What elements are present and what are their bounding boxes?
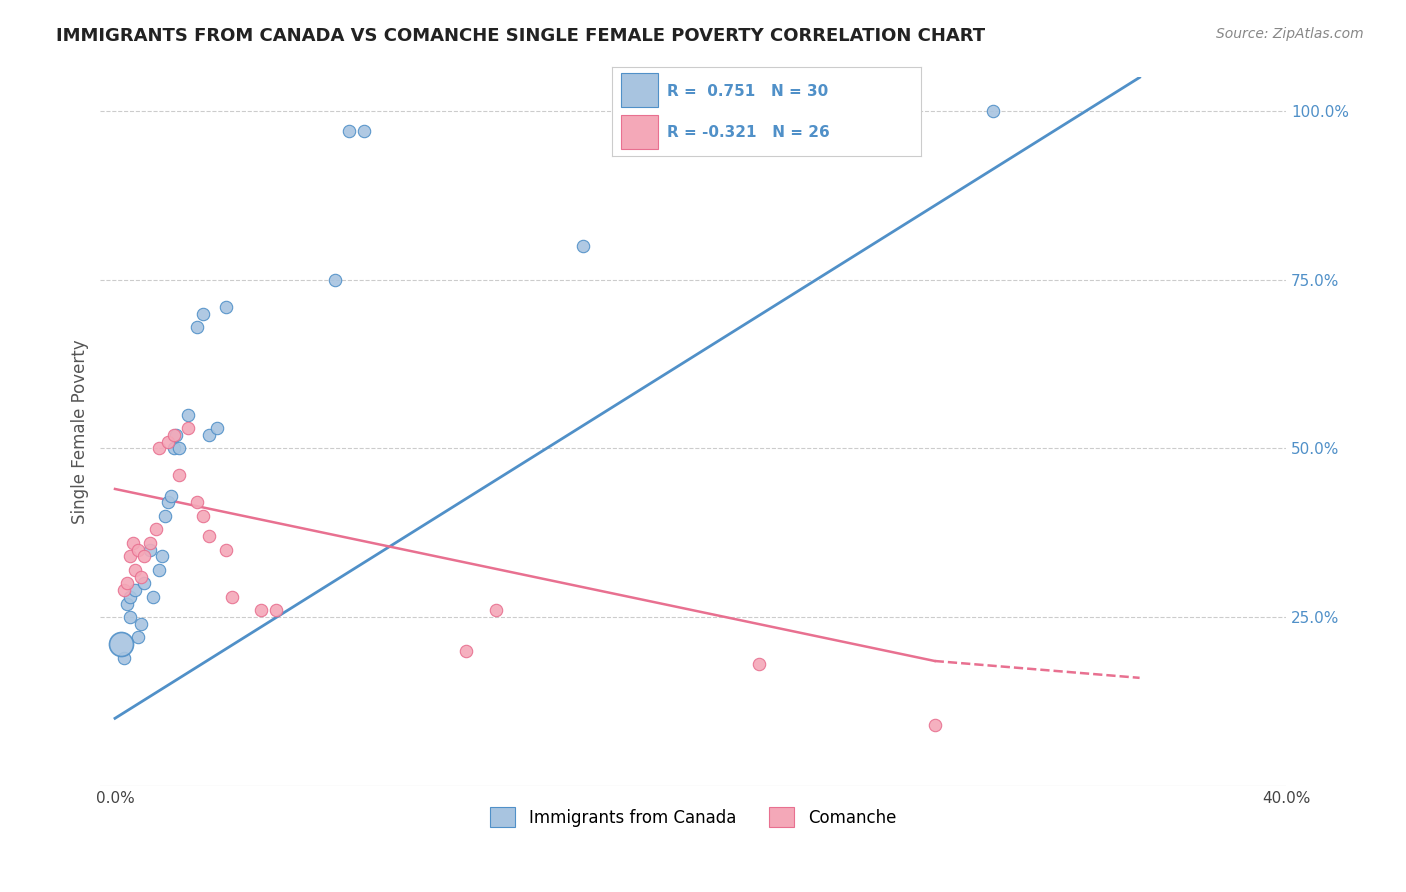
Point bbox=[177, 421, 200, 435]
Point bbox=[215, 542, 238, 557]
Point bbox=[353, 124, 375, 138]
Bar bbox=[621, 73, 658, 107]
Point bbox=[191, 508, 214, 523]
Point bbox=[169, 468, 191, 483]
Point bbox=[177, 408, 200, 422]
Point bbox=[134, 576, 156, 591]
Point bbox=[148, 563, 170, 577]
Point bbox=[131, 616, 153, 631]
Point bbox=[166, 428, 188, 442]
Point bbox=[186, 320, 208, 334]
Point bbox=[131, 569, 153, 583]
Point bbox=[118, 610, 141, 624]
Text: Source: ZipAtlas.com: Source: ZipAtlas.com bbox=[1216, 27, 1364, 41]
Point bbox=[484, 603, 506, 617]
Point bbox=[156, 434, 179, 449]
Point bbox=[145, 523, 167, 537]
Point bbox=[264, 603, 287, 617]
Point bbox=[139, 542, 162, 557]
Point bbox=[148, 442, 170, 456]
Text: IMMIGRANTS FROM CANADA VS COMANCHE SINGLE FEMALE POVERTY CORRELATION CHART: IMMIGRANTS FROM CANADA VS COMANCHE SINGL… bbox=[56, 27, 986, 45]
Point bbox=[162, 428, 184, 442]
Point bbox=[250, 603, 273, 617]
Point bbox=[139, 536, 162, 550]
Point bbox=[323, 273, 346, 287]
Point bbox=[191, 307, 214, 321]
Point bbox=[121, 536, 143, 550]
Point bbox=[215, 300, 238, 314]
Point bbox=[748, 657, 770, 672]
Point bbox=[981, 104, 1004, 119]
Point bbox=[150, 549, 173, 564]
Point bbox=[127, 542, 149, 557]
Point bbox=[162, 442, 184, 456]
Point bbox=[221, 590, 243, 604]
Point bbox=[115, 576, 138, 591]
Point bbox=[110, 637, 132, 651]
Point bbox=[134, 549, 156, 564]
Point bbox=[153, 508, 176, 523]
Legend: Immigrants from Canada, Comanche: Immigrants from Canada, Comanche bbox=[484, 800, 903, 834]
Bar bbox=[621, 115, 658, 149]
Point bbox=[197, 529, 219, 543]
Point bbox=[159, 489, 181, 503]
Point bbox=[207, 421, 229, 435]
Point bbox=[456, 644, 478, 658]
Point bbox=[124, 563, 146, 577]
Point bbox=[156, 495, 179, 509]
Point bbox=[112, 650, 135, 665]
Point bbox=[337, 124, 360, 138]
Point bbox=[127, 631, 149, 645]
Point bbox=[924, 718, 946, 732]
Point bbox=[118, 590, 141, 604]
Y-axis label: Single Female Poverty: Single Female Poverty bbox=[72, 339, 89, 524]
Point bbox=[197, 428, 219, 442]
Point bbox=[124, 583, 146, 598]
Point bbox=[115, 597, 138, 611]
Text: R = -0.321   N = 26: R = -0.321 N = 26 bbox=[668, 125, 830, 139]
Point bbox=[112, 583, 135, 598]
Point bbox=[186, 495, 208, 509]
Point bbox=[169, 442, 191, 456]
Point bbox=[118, 549, 141, 564]
Text: R =  0.751   N = 30: R = 0.751 N = 30 bbox=[668, 85, 828, 99]
Point bbox=[572, 239, 595, 253]
Point bbox=[142, 590, 165, 604]
